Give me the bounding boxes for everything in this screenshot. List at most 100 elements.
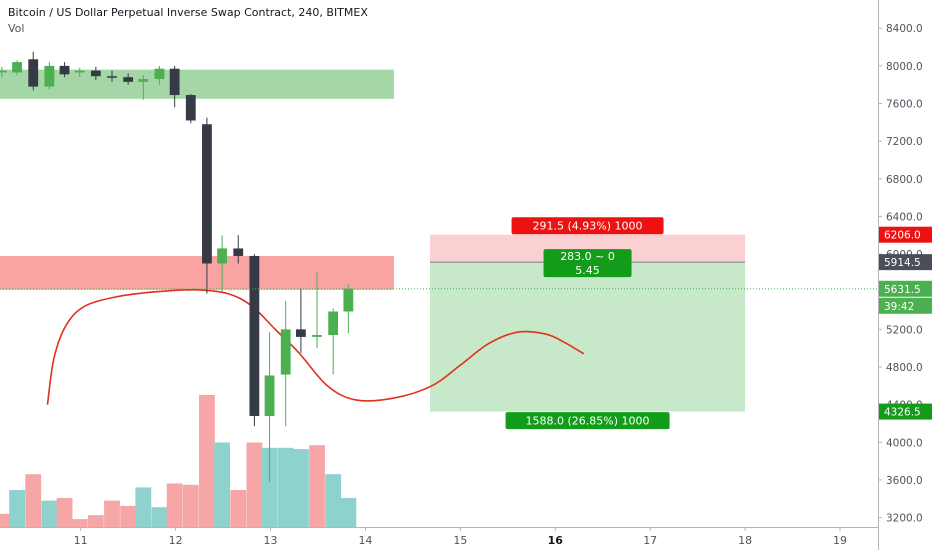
curve-layer — [46, 288, 585, 405]
candle — [264, 332, 275, 482]
candle — [249, 254, 260, 427]
position-labels-layer: 291.5 (4.93%) 1000 283.0 ~ 05.45 1588.0 (2… — [505, 217, 670, 430]
target-price-tag: 4326.5 — [879, 403, 932, 420]
volume-bar — [87, 515, 104, 527]
candle-body — [74, 70, 85, 73]
candle — [217, 235, 228, 292]
volume-bar — [25, 474, 42, 527]
bar-countdown-tag-text: 39:42 — [884, 301, 914, 313]
candle-body — [90, 70, 101, 77]
candle-body — [28, 59, 39, 87]
volume-bar — [309, 445, 325, 527]
volume-indicator-label[interactable]: Vol — [8, 22, 25, 35]
y-tick-label: 8000.0 — [886, 61, 923, 73]
candle-body — [185, 95, 196, 121]
volume-bar — [199, 395, 215, 527]
candle-body — [169, 68, 180, 96]
volume-bar — [246, 442, 263, 527]
last-price-tag-text: 5631.5 — [884, 284, 921, 296]
volume-bar — [214, 442, 231, 527]
entry-price-tag: 5914.5 — [879, 254, 932, 271]
candle-body — [202, 124, 212, 264]
candle — [295, 288, 306, 353]
volume-bar — [135, 487, 152, 527]
volume-layer — [0, 395, 357, 527]
x-tick-label: 11 — [74, 534, 88, 547]
volume-bar — [104, 500, 120, 527]
stop-price-tag-text: 6206.0 — [884, 230, 921, 242]
x-tick-label: 12 — [169, 534, 183, 547]
candle-body — [217, 248, 228, 264]
candle — [169, 65, 180, 108]
y-tick-label: 7200.0 — [886, 136, 923, 148]
target-price-tag-bg — [879, 403, 932, 420]
support-zone[interactable] — [0, 255, 394, 290]
candle-body — [12, 62, 22, 73]
projection-curve[interactable] — [46, 288, 585, 405]
candle-body — [138, 79, 149, 82]
candle — [328, 308, 339, 375]
reward-area[interactable] — [429, 262, 746, 412]
volume-bar — [325, 474, 342, 527]
x-tick-label: 14 — [358, 534, 372, 547]
candle — [59, 62, 70, 78]
candle — [233, 235, 244, 264]
candle — [154, 65, 165, 85]
volume-bar — [151, 507, 168, 527]
candle-body — [59, 65, 70, 75]
candle-body — [280, 329, 291, 375]
entry-label-text: 283.0 ~ 0 — [560, 250, 615, 263]
resistance-zone[interactable] — [0, 69, 394, 99]
candle — [138, 75, 149, 100]
bar-countdown-tag-bg — [879, 297, 932, 314]
candle-body — [44, 65, 55, 87]
candle-body — [249, 255, 260, 416]
stop-loss-label: 291.5 (4.93%) 1000 — [511, 217, 664, 235]
candle-body — [295, 329, 306, 337]
last-price-tag-bg — [879, 280, 932, 297]
candle — [28, 51, 39, 91]
volume-bar — [9, 490, 25, 527]
volume-bar — [56, 497, 73, 527]
x-tick-label: 18 — [738, 534, 752, 547]
x-tick-label: 17 — [643, 534, 657, 547]
volume-bar — [277, 447, 294, 527]
candle — [90, 66, 101, 80]
candle-body — [343, 288, 354, 312]
y-tick-label: 6800.0 — [886, 174, 923, 186]
y-tick-label: 3600.0 — [886, 475, 923, 487]
candles-layer — [0, 51, 354, 482]
candle — [343, 284, 354, 334]
y-tick-label: 4000.0 — [886, 437, 923, 449]
stop-loss-label-text: 291.5 (4.93%) 1000 — [533, 220, 643, 233]
entry-label: 283.0 ~ 05.45 — [543, 249, 632, 278]
volume-bar — [166, 483, 183, 527]
take-profit-label-bg — [505, 412, 670, 430]
volume-bar — [41, 500, 58, 527]
candle — [123, 73, 134, 85]
candle — [185, 94, 196, 124]
zones-layer — [0, 69, 394, 290]
volume-bar — [71, 519, 88, 527]
stop-loss-label-bg — [511, 217, 664, 235]
bar-countdown-tag: 39:42 — [879, 297, 932, 314]
y-tick-label: 3200.0 — [886, 513, 923, 525]
entry-label-text: 5.45 — [575, 264, 600, 277]
y-tick-label: 4800.0 — [886, 362, 923, 374]
volume-bar — [340, 497, 357, 527]
y-tick-label: 6400.0 — [886, 211, 923, 223]
candle-body — [233, 248, 244, 256]
chart-title: Bitcoin / US Dollar Perpetual Inverse Sw… — [8, 6, 368, 19]
entry-price-tag-text: 5914.5 — [884, 257, 921, 269]
candle — [74, 67, 85, 78]
candle-body — [264, 375, 275, 416]
candle — [44, 62, 55, 90]
last-price-tag: 5631.5 — [879, 280, 932, 297]
candle — [12, 60, 22, 76]
y-tick-label: 8400.0 — [886, 23, 923, 35]
candle — [312, 271, 322, 349]
entry-price-tag-bg — [879, 254, 932, 271]
candle-body — [123, 77, 134, 82]
stop-price-tag-bg — [879, 226, 932, 243]
